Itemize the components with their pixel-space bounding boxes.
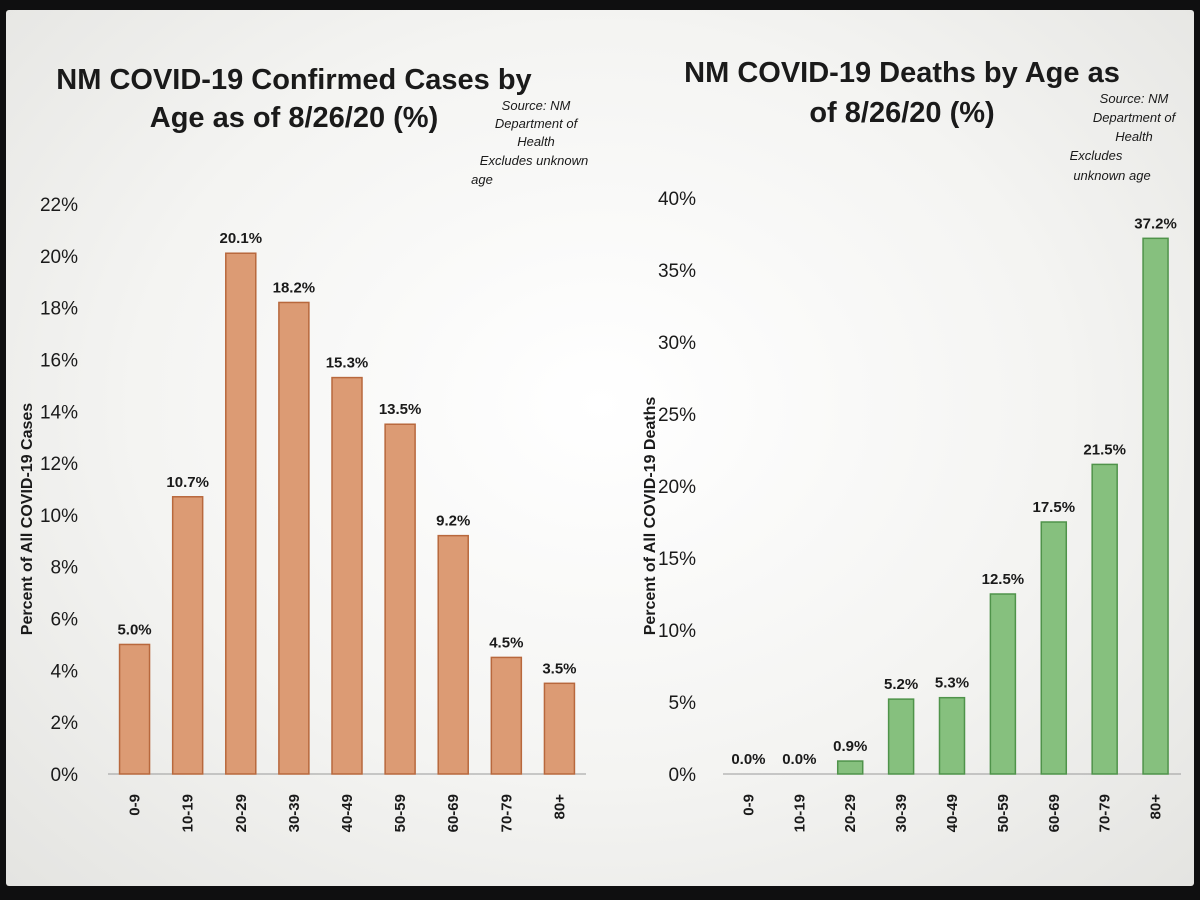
deaths-category-label: 20-29	[842, 794, 859, 832]
cases-data-label: 13.5%	[379, 401, 422, 418]
cases-y-axis-label: Percent of All COVID-19 Cases	[19, 403, 36, 635]
cases-source-note-line: Department of	[495, 116, 579, 131]
deaths-data-label: 21.5%	[1083, 441, 1126, 458]
cases-category-label: 60-69	[445, 794, 462, 832]
deaths-y-tick-label: 30%	[658, 333, 696, 354]
deaths-data-label: 0.0%	[782, 751, 816, 768]
slide-screen: NM COVID-19 Confirmed Cases by Age as of …	[6, 10, 1194, 886]
cases-category-label: 70-79	[498, 794, 515, 832]
deaths-source-note-line: Source: NM	[1100, 91, 1169, 106]
cases-y-tick-label: 2%	[51, 713, 79, 734]
cases-y-tick-label: 4%	[51, 661, 79, 682]
cases-bar-70-79	[490, 656, 523, 775]
deaths-category-label: 0-9	[740, 794, 757, 816]
cases-source-note-line: Health	[517, 134, 555, 149]
deaths-category-label: 60-69	[1046, 794, 1063, 832]
deaths-data-label: 0.0%	[731, 751, 765, 768]
cases-bar-80+	[543, 682, 576, 775]
cases-y-tick-label: 20%	[40, 247, 78, 268]
deaths-y-tick-label: 0%	[669, 765, 697, 786]
deaths-data-label: 0.9%	[833, 738, 867, 755]
cases-category-label: 10-19	[180, 794, 197, 832]
deaths-category-label: 10-19	[791, 794, 808, 832]
deaths-y-tick-label: 10%	[658, 621, 696, 642]
cases-chart: NM COVID-19 Confirmed Cases by Age as of …	[19, 64, 588, 832]
cases-data-label: 5.0%	[117, 621, 151, 638]
cases-chart-title-line: Age as of 8/26/20 (%)	[150, 102, 439, 134]
deaths-y-tick-label: 20%	[658, 477, 696, 498]
cases-bar-40-49	[331, 376, 363, 775]
deaths-data-label: 5.3%	[935, 675, 969, 692]
deaths-category-label: 80+	[1148, 794, 1165, 820]
deaths-chart-title-line: NM COVID-19 Deaths by Age as	[684, 57, 1120, 89]
deaths-bar-20-29	[836, 760, 864, 775]
cases-source-note-line: Source: NM	[502, 98, 571, 113]
deaths-bar-80+	[1142, 237, 1169, 775]
deaths-source-note-line: Department of	[1093, 110, 1177, 125]
cases-y-tick-label: 0%	[51, 765, 79, 786]
cases-data-label: 15.3%	[326, 355, 369, 372]
deaths-bar-40-49	[938, 696, 966, 775]
deaths-bar-60-69	[1040, 521, 1068, 775]
deaths-category-label: 70-79	[1097, 794, 1114, 832]
cases-category-label: 50-59	[392, 794, 409, 832]
deaths-data-label: 12.5%	[982, 571, 1025, 588]
cases-data-label: 9.2%	[436, 513, 470, 530]
cases-bar-50-59	[384, 423, 416, 775]
deaths-source-note-line: Health	[1115, 129, 1153, 144]
cases-data-label: 4.5%	[489, 634, 523, 651]
cases-bar-60-69	[437, 534, 469, 775]
cases-source-note-line: Excludes unknown	[480, 153, 588, 168]
cases-y-tick-label: 18%	[40, 299, 78, 320]
deaths-data-label: 37.2%	[1134, 215, 1177, 232]
cases-data-label: 10.7%	[166, 474, 209, 491]
charts-canvas: NM COVID-19 Confirmed Cases by Age as of …	[19, 57, 1181, 832]
deaths-chart-title-line: of 8/26/20 (%)	[809, 97, 994, 129]
deaths-source-note-line: unknown age	[1073, 168, 1150, 183]
cases-category-label: 0-9	[127, 794, 144, 816]
deaths-data-label: 5.2%	[884, 676, 918, 693]
deaths-bar-70-79	[1091, 463, 1118, 775]
deaths-y-tick-label: 35%	[658, 261, 696, 282]
deaths-y-axis-label: Percent of All COVID-19 Deaths	[642, 397, 659, 636]
cases-y-tick-label: 10%	[40, 506, 78, 527]
cases-y-tick-label: 8%	[51, 558, 79, 579]
cases-category-label: 40-49	[339, 794, 356, 832]
cases-bar-30-39	[278, 301, 310, 775]
cases-y-tick-label: 16%	[40, 350, 78, 371]
deaths-source-note-line: Excludes	[1070, 148, 1123, 163]
deaths-bar-50-59	[989, 593, 1017, 775]
deaths-y-tick-label: 25%	[658, 405, 696, 426]
cases-source-note-line: age	[471, 172, 493, 187]
deaths-data-label: 17.5%	[1033, 499, 1076, 516]
cases-y-tick-label: 12%	[40, 454, 78, 475]
cases-data-label: 18.2%	[273, 279, 316, 296]
cases-data-label: 20.1%	[220, 230, 263, 247]
deaths-category-label: 30-39	[893, 794, 910, 832]
cases-y-tick-label: 14%	[40, 402, 78, 423]
cases-category-label: 80+	[551, 794, 568, 820]
cases-y-tick-label: 22%	[40, 195, 78, 216]
cases-bar-0-9	[118, 643, 151, 775]
cases-chart-title-line: NM COVID-19 Confirmed Cases by	[56, 64, 531, 96]
cases-bar-10-19	[171, 496, 204, 775]
deaths-chart: NM COVID-19 Deaths by Age as of 8/26/20 (…	[642, 57, 1181, 832]
cases-bar-20-29	[225, 252, 257, 775]
deaths-bar-30-39	[887, 698, 915, 775]
cases-category-label: 20-29	[233, 794, 250, 832]
deaths-y-tick-label: 5%	[669, 693, 697, 714]
deaths-category-label: 40-49	[944, 794, 961, 832]
cases-data-label: 3.5%	[542, 660, 576, 677]
deaths-y-tick-label: 40%	[658, 189, 696, 210]
deaths-category-label: 50-59	[995, 794, 1012, 832]
cases-category-label: 30-39	[286, 794, 303, 832]
deaths-y-tick-label: 15%	[658, 549, 696, 570]
cases-y-tick-label: 6%	[51, 610, 79, 631]
